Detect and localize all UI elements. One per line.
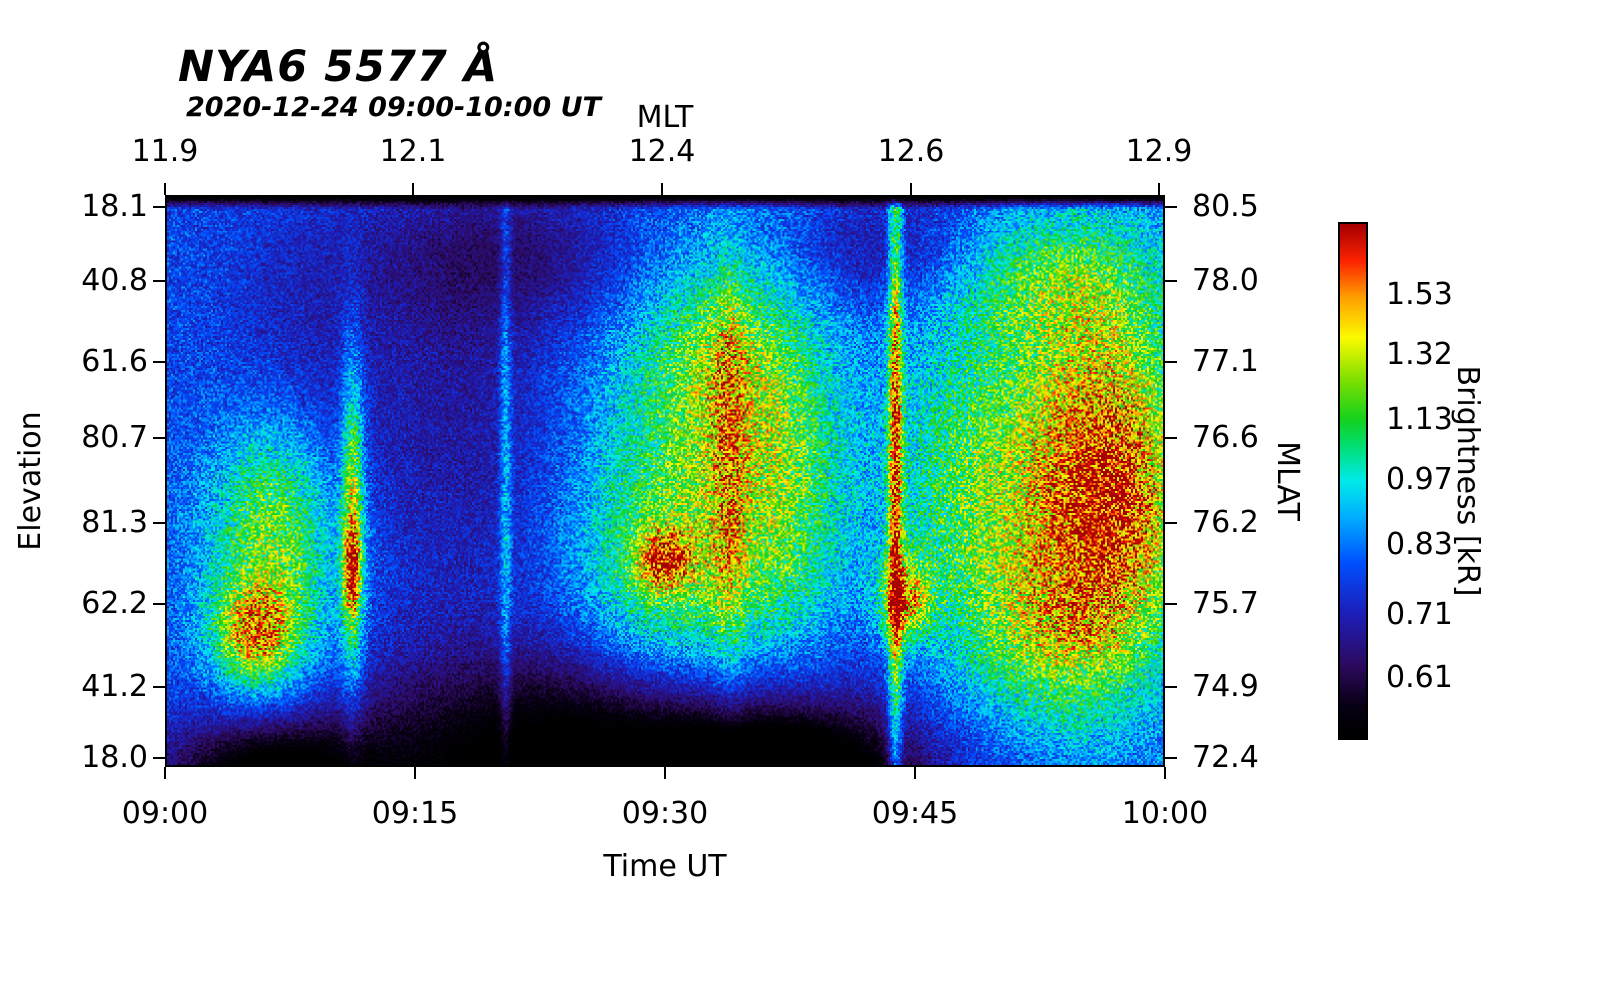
colorbar-tick-label: 1.32 [1386, 337, 1453, 373]
right-axis-tick [1165, 521, 1177, 524]
bottom-tick-label: 09:15 [371, 796, 459, 831]
left-axis-tick [153, 602, 165, 605]
right-tick-label: 76.6 [1192, 420, 1259, 456]
chart-subtitle: 2020-12-24 09:00-10:00 UT [186, 92, 601, 123]
left-tick-label: 41.2 [81, 668, 148, 704]
left-axis-tick [153, 437, 165, 440]
bottom-tick-label: 09:30 [621, 796, 709, 831]
right-tick-label: 74.9 [1192, 668, 1259, 704]
left-tick-label: 62.2 [81, 585, 148, 621]
heatmap-plot-area [165, 195, 1165, 767]
top-tick-label: 11.9 [131, 134, 199, 169]
bottom-axis-tick [914, 767, 916, 779]
right-tick-label: 76.2 [1192, 504, 1259, 540]
colorbar [1338, 222, 1368, 740]
right-tick-label: 77.1 [1192, 344, 1259, 380]
right-axis-tick [1165, 602, 1177, 605]
colorbar-tick-label: 0.61 [1386, 659, 1453, 695]
left-axis-tick [153, 279, 165, 282]
left-axis-label: Elevation [13, 411, 48, 551]
bottom-axis-tick [164, 767, 166, 779]
top-tick-label: 12.9 [1125, 134, 1193, 169]
top-tick-label: 12.4 [628, 134, 696, 169]
bottom-tick-label: 09:45 [871, 796, 959, 831]
colorbar-label: Brightness [kR] [1450, 365, 1485, 597]
top-tick-label: 12.1 [379, 134, 447, 169]
bottom-axis-tick [664, 767, 666, 779]
colorbar-tick-label: 0.83 [1386, 526, 1453, 562]
heatmap-canvas [167, 197, 1163, 765]
right-tick-label: 72.4 [1192, 739, 1259, 775]
left-tick-label: 18.0 [81, 739, 148, 775]
colorbar-tick-label: 0.97 [1386, 461, 1453, 497]
left-tick-label: 80.7 [81, 420, 148, 456]
colorbar-tick-label: 1.53 [1386, 276, 1453, 312]
bottom-axis-tick [414, 767, 416, 779]
right-tick-label: 80.5 [1192, 189, 1259, 224]
top-axis-tick [910, 183, 912, 195]
bottom-axis-label: Time UT [603, 849, 727, 884]
top-axis-label: MLT [636, 100, 694, 135]
left-axis-tick [153, 361, 165, 364]
right-axis-label: MLAT [1270, 441, 1305, 521]
left-tick-label: 81.3 [81, 504, 148, 540]
bottom-axis-tick [1164, 767, 1166, 779]
right-axis-tick [1165, 279, 1177, 282]
left-tick-label: 18.1 [81, 189, 148, 224]
left-axis-tick [153, 206, 165, 208]
right-axis-tick [1165, 361, 1177, 364]
bottom-tick-label: 10:00 [1121, 796, 1209, 831]
right-axis-tick [1165, 206, 1177, 208]
left-axis-tick [153, 756, 165, 759]
top-axis-tick [661, 183, 663, 195]
top-axis-tick [164, 183, 166, 195]
top-tick-label: 12.6 [877, 134, 945, 169]
chart-title: NYA6 5577 Å [178, 42, 499, 92]
colorbar-tick-label: 1.13 [1386, 401, 1453, 437]
left-tick-label: 40.8 [81, 262, 148, 298]
right-axis-tick [1165, 685, 1177, 688]
right-axis-tick [1165, 756, 1177, 759]
left-axis-tick [153, 685, 165, 688]
colorbar-tick-label: 0.71 [1386, 597, 1453, 633]
top-axis-tick [1158, 183, 1160, 195]
bottom-tick-label: 09:00 [121, 796, 209, 831]
left-axis-tick [153, 521, 165, 524]
left-tick-label: 61.6 [81, 344, 148, 380]
right-tick-label: 78.0 [1192, 262, 1259, 298]
top-axis-tick [412, 183, 414, 195]
colorbar-canvas [1340, 224, 1366, 738]
right-axis-tick [1165, 437, 1177, 440]
right-tick-label: 75.7 [1192, 585, 1259, 621]
